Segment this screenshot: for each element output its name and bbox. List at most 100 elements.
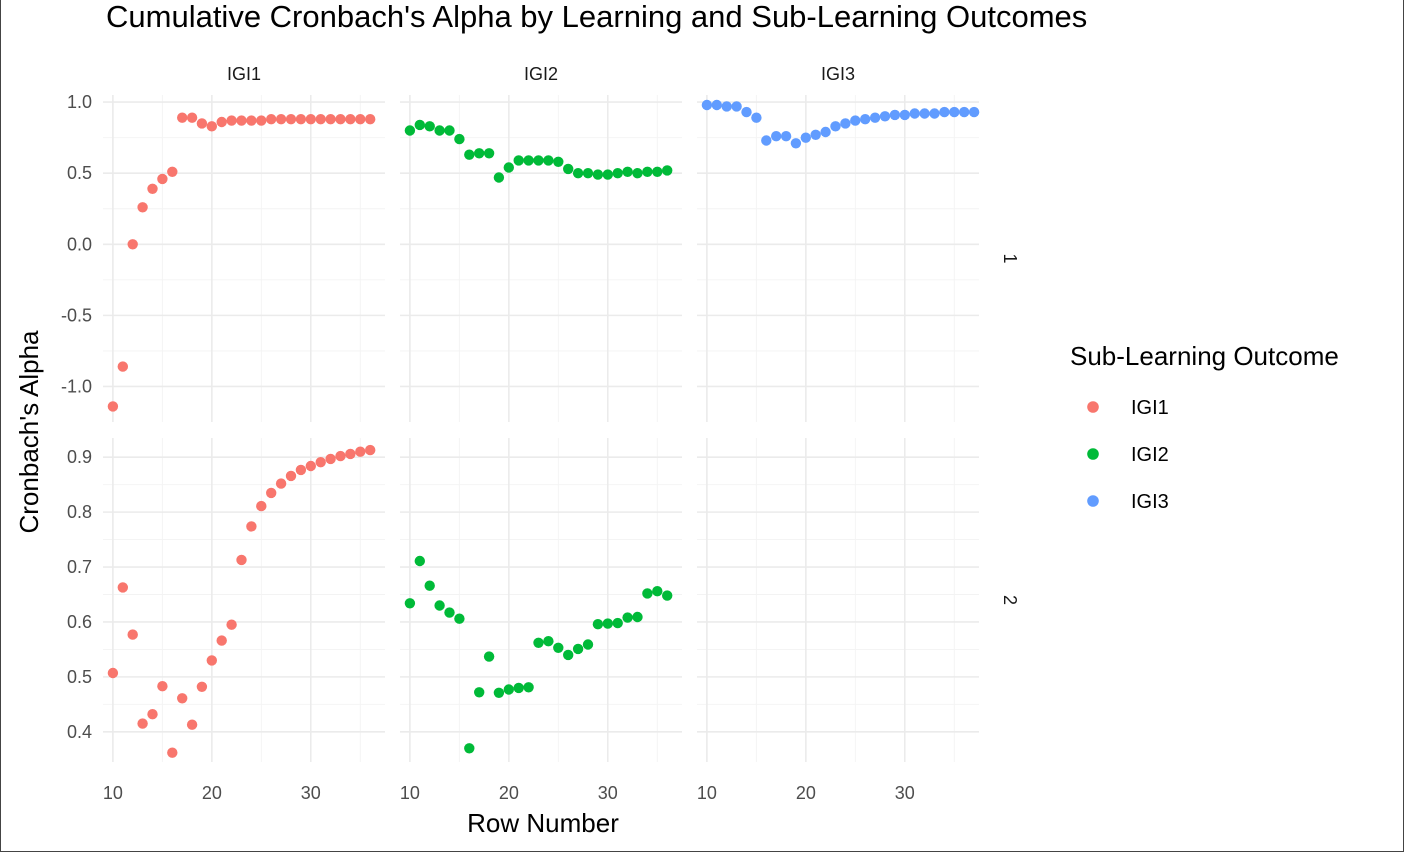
data-point [355, 446, 366, 457]
data-point [186, 112, 198, 123]
legend-label: IGI1 [1131, 397, 1169, 419]
data-point [553, 156, 564, 167]
data-point [909, 108, 920, 119]
panel-row2-igi1 [103, 438, 385, 762]
data-point [741, 106, 752, 118]
y-tick-label: -1.0 [61, 376, 92, 396]
data-point [226, 115, 237, 126]
x-axis-title: Row Number [467, 808, 619, 838]
row-strip-label: 2 [1000, 595, 1020, 605]
data-point [929, 108, 940, 119]
x-tick-label: 20 [499, 783, 519, 803]
data-point [325, 453, 336, 465]
data-point [167, 747, 178, 758]
data-point [107, 667, 119, 679]
data-point [186, 719, 198, 730]
data-point [582, 168, 594, 179]
data-point [137, 718, 148, 729]
data-point [939, 106, 950, 118]
y-tick-label: 0.5 [67, 667, 92, 687]
data-point [454, 613, 465, 624]
data-point [493, 687, 505, 698]
legend-swatch [1087, 448, 1099, 460]
data-point [632, 611, 643, 623]
data-point [533, 637, 544, 648]
data-point [850, 115, 861, 126]
data-point [701, 99, 713, 111]
data-point [157, 173, 168, 185]
data-point [959, 106, 970, 118]
data-point [652, 586, 663, 597]
x-tick-label: 30 [895, 783, 915, 803]
data-point [820, 126, 831, 138]
data-point [275, 114, 287, 125]
data-point [216, 116, 227, 128]
data-point [177, 112, 188, 123]
data-point [117, 361, 128, 372]
data-point [177, 693, 188, 704]
data-point [563, 649, 574, 661]
data-point [642, 588, 653, 599]
data-point [840, 118, 851, 129]
data-point [127, 239, 138, 250]
data-point [444, 607, 455, 618]
data-point [365, 114, 376, 125]
x-tick-label: 10 [103, 783, 123, 803]
data-point [869, 112, 881, 123]
data-point [414, 555, 425, 567]
data-point [295, 464, 307, 476]
y-axis-title: Cronbach's Alpha [14, 330, 44, 534]
data-point [761, 135, 772, 146]
data-point [662, 590, 673, 601]
data-point [295, 114, 307, 125]
data-point [464, 743, 475, 754]
data-point [266, 487, 277, 499]
data-point [107, 401, 119, 412]
y-tick-label: 0.0 [67, 234, 92, 254]
data-point [771, 131, 782, 142]
legend-label: IGI3 [1131, 491, 1169, 513]
data-point [285, 470, 297, 482]
data-point [642, 166, 653, 177]
data-point [949, 106, 960, 118]
data-point [602, 169, 613, 180]
data-point [434, 125, 445, 136]
y-tick-label: 0.5 [67, 163, 92, 183]
data-point [147, 709, 158, 720]
x-tick-label: 10 [697, 783, 717, 803]
column-strip-label: IGI1 [227, 64, 261, 84]
data-point [196, 681, 208, 692]
data-point [404, 598, 416, 609]
data-point [464, 149, 475, 160]
panel-row2-igi2 [400, 438, 682, 762]
data-point [256, 115, 267, 126]
data-point [167, 166, 178, 177]
data-point [236, 115, 247, 126]
data-point [889, 109, 901, 121]
data-point [662, 165, 673, 176]
data-point [533, 155, 544, 166]
data-point [523, 155, 534, 166]
data-point [602, 618, 613, 629]
data-point [513, 682, 524, 694]
data-point [860, 114, 871, 125]
data-point [632, 168, 643, 179]
data-point [830, 121, 841, 132]
data-point [315, 457, 326, 468]
data-point [206, 121, 217, 132]
data-point [612, 617, 623, 629]
y-tick-label: 0.6 [67, 612, 92, 632]
panels-layer: 1.0 0.5 0.0 -0.5 -1.0 1 10 20 30 10 20 30 10 20 30 0.9 0… [61, 64, 1020, 803]
data-point [206, 655, 217, 666]
data-point [256, 500, 267, 512]
data-point [483, 148, 495, 159]
data-point [266, 114, 277, 125]
data-point [810, 129, 821, 140]
legend-item: IGI2 [1087, 444, 1169, 466]
data-point [236, 554, 247, 566]
data-point [790, 138, 802, 149]
data-point [622, 166, 633, 177]
data-point [968, 106, 980, 118]
